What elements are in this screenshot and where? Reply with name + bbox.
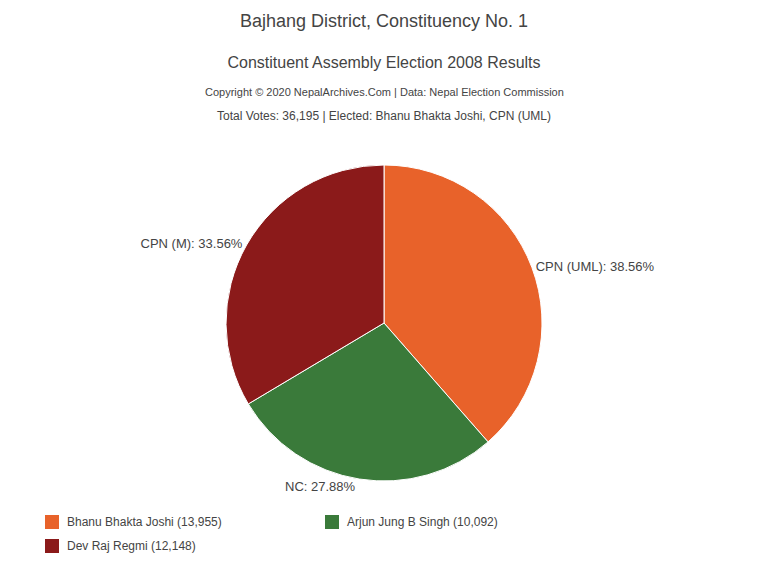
svg-text:Dev Raj Regmi (12,148): Dev Raj Regmi (12,148): [67, 539, 196, 553]
svg-text:Constituent Assembly Election: Constituent Assembly Election 2008 Resul…: [227, 54, 540, 71]
svg-text:CPN (M): 33.56%: CPN (M): 33.56%: [141, 236, 243, 251]
svg-text:Copyright © 2020 NepalArchives: Copyright © 2020 NepalArchives.Com | Dat…: [205, 86, 564, 98]
svg-text:Bhanu Bhakta Joshi (13,955): Bhanu Bhakta Joshi (13,955): [67, 515, 222, 529]
svg-text:NC: 27.88%: NC: 27.88%: [285, 479, 356, 494]
svg-text:Arjun Jung B Singh (10,092): Arjun Jung B Singh (10,092): [347, 515, 498, 529]
svg-text:Total Votes: 36,195 | Elected:: Total Votes: 36,195 | Elected: Bhanu Bha…: [217, 109, 551, 123]
svg-text:Bajhang District, Constituency: Bajhang District, Constituency No. 1: [240, 11, 528, 31]
svg-text:CPN (UML): 38.56%: CPN (UML): 38.56%: [536, 259, 655, 274]
